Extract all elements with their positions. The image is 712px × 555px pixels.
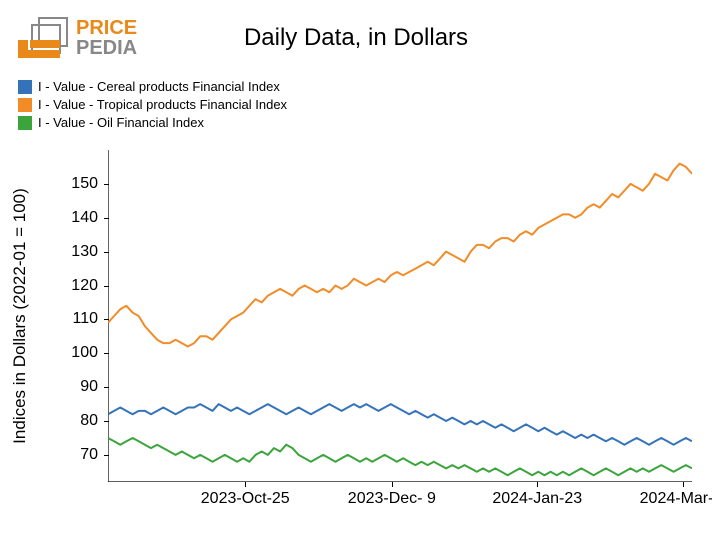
x-tick-mark [683,482,684,487]
y-tick-mark [104,184,109,185]
legend-label: I - Value - Tropical products Financial … [38,96,287,114]
series-line [108,404,692,445]
legend-swatch [18,80,32,94]
legend-label: I - Value - Oil Financial Index [38,114,204,132]
y-tick-label: 110 [72,310,98,328]
y-tick-label: 80 [80,412,98,430]
legend-swatch [18,116,32,130]
y-tick-mark [104,252,109,253]
legend-item: I - Value - Tropical products Financial … [18,96,287,114]
legend-item: I - Value - Cereal products Financial In… [18,78,287,96]
y-tick-label: 100 [71,344,98,362]
x-tick-mark [245,482,246,487]
plot-svg [108,150,692,482]
x-tick-mark [537,482,538,487]
y-tick-label: 130 [71,243,98,261]
y-tick-mark [104,319,109,320]
legend-swatch [18,98,32,112]
x-tick-label: 2023-Oct-25 [201,490,290,508]
y-tick-label: 150 [71,175,98,193]
chart-title: Daily Data, in Dollars [0,24,712,52]
y-tick-mark [104,218,109,219]
x-tick-label: 2023-Dec- 9 [348,490,436,508]
x-tick-label: 2024-Jan-23 [492,490,582,508]
series-line [108,164,692,347]
y-tick-label: 120 [71,277,98,295]
x-tick-mark [392,482,393,487]
y-tick-mark [104,387,109,388]
y-tick-mark [104,455,109,456]
x-tick-label: 2024-Mar- 8 [640,490,712,508]
y-axis-label: Indices in Dollars (2022-01 = 100) [10,150,30,482]
legend: I - Value - Cereal products Financial In… [18,78,287,132]
y-tick-label: 140 [71,209,98,227]
y-tick-mark [104,286,109,287]
legend-item: I - Value - Oil Financial Index [18,114,287,132]
plot-area [108,150,692,482]
series-line [108,438,692,475]
legend-label: I - Value - Cereal products Financial In… [38,78,280,96]
y-tick-mark [104,353,109,354]
y-tick-label: 70 [80,446,98,464]
y-tick-label: 90 [80,378,98,396]
y-tick-mark [104,421,109,422]
